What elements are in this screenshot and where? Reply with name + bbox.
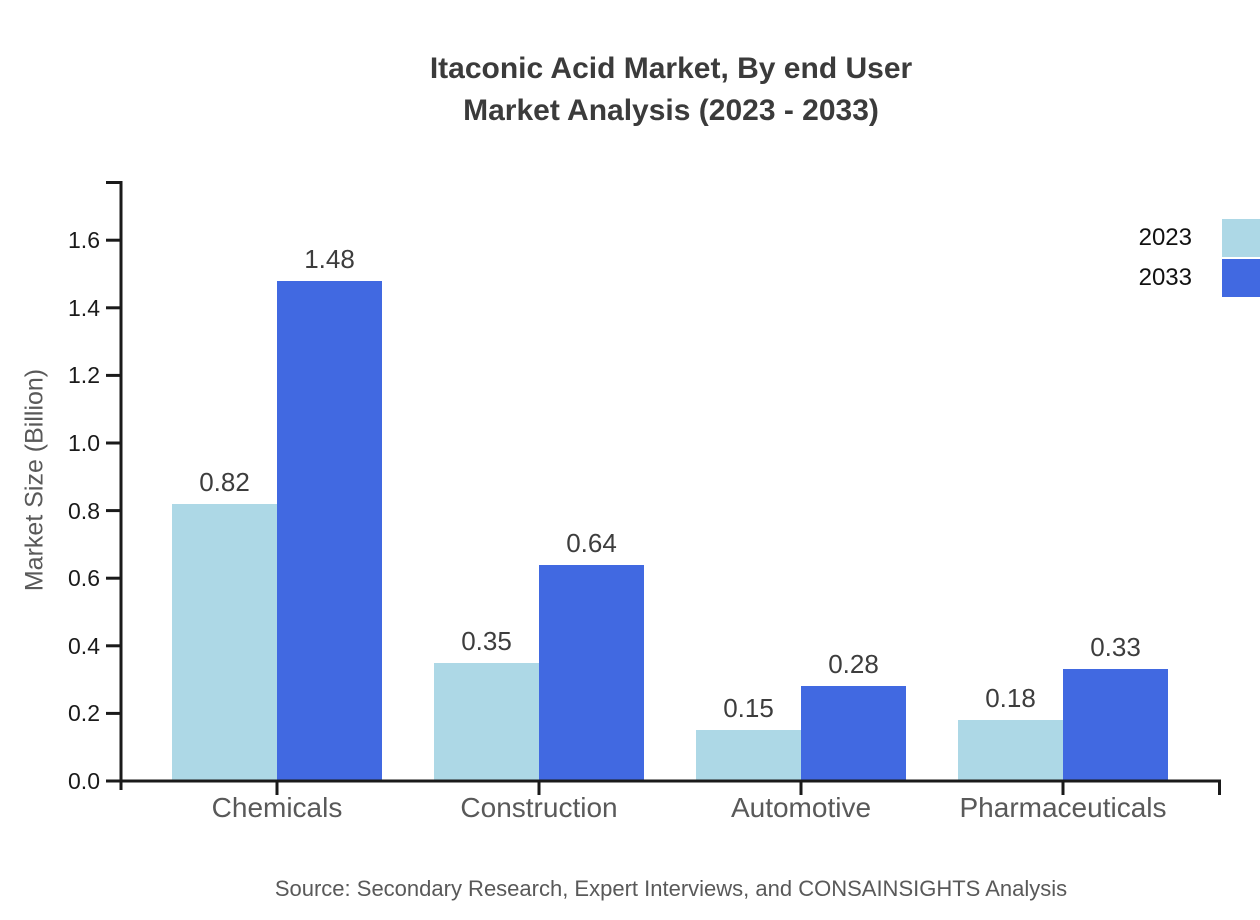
y-tick-label-0.2: 0.2 <box>68 700 100 727</box>
x-tick-label-automotive: Automotive <box>730 792 872 823</box>
bar-2023-automotive <box>696 730 801 781</box>
chart-title: Itaconic Acid Market, By end User Market… <box>430 48 912 132</box>
chart-title-line1: Itaconic Acid Market, By end User <box>429 52 913 85</box>
x-tick-label-pharmaceuticals: Pharmaceuticals <box>959 792 1167 823</box>
bar-2033-construction <box>539 564 644 781</box>
y-tick-label-0.0: 0.0 <box>68 768 100 794</box>
y-tick-label-0.6: 0.6 <box>68 565 100 592</box>
y-tick-label-1.0: 1.0 <box>68 430 100 456</box>
value-label-2033-automotive: 0.28 <box>828 649 879 680</box>
source-note: Source: Secondary Research, Expert Inter… <box>274 876 1068 901</box>
y-tick-label-0.8: 0.8 <box>68 497 100 524</box>
bar-2023-pharmaceuticals <box>958 720 1063 781</box>
value-label-2033-pharmaceuticals: 0.33 <box>1090 632 1141 663</box>
legend-entry-2033: 2033 <box>960 259 1260 297</box>
x-tick-label-construction: Construction <box>460 792 618 823</box>
bar-2033-chemicals <box>277 280 382 781</box>
chart-title-line2: Market Analysis (2023 - 2033) <box>463 94 879 127</box>
bar-2033-pharmaceuticals <box>1063 669 1168 781</box>
y-tick-label-0.4: 0.4 <box>68 632 100 659</box>
legend-label-2033: 2033 <box>1138 264 1192 291</box>
legend-swatch-2023 <box>1222 219 1260 257</box>
value-label-2033-construction: 0.64 <box>566 527 617 558</box>
value-label-2023-automotive: 0.15 <box>723 693 774 724</box>
y-tick-label-1.2: 1.2 <box>68 362 100 389</box>
bar-2033-automotive <box>801 686 906 781</box>
value-label-2023-chemicals: 0.82 <box>199 466 250 497</box>
value-label-2023-pharmaceuticals: 0.18 <box>985 683 1036 714</box>
x-tick-label-chemicals: Chemicals <box>211 792 343 823</box>
value-label-2033-chemicals: 1.48 <box>304 243 355 274</box>
bar-2023-construction <box>434 662 539 781</box>
legend-label-2023: 2023 <box>1138 224 1192 251</box>
legend-entry-2023: 2023 <box>960 219 1260 257</box>
bar-2023-chemicals <box>172 503 277 781</box>
y-tick-label-1.6: 1.6 <box>68 227 100 254</box>
legend-swatch-2033 <box>1222 259 1260 297</box>
value-label-2023-construction: 0.35 <box>461 625 512 656</box>
y-tick-label-1.4: 1.4 <box>68 294 100 321</box>
